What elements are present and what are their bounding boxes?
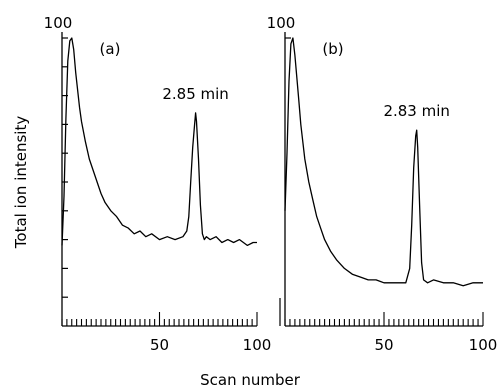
panel-a-y-top-label: 100 [44,14,73,32]
y-axis-title: Total ion intensity [12,116,30,250]
panel-b-x-tick-label: 100 [469,336,498,354]
panel-a-x-tick-label: 100 [243,336,272,354]
panel-b-label: (b) [322,40,343,58]
panel-a-x-tick-label: 50 [150,336,169,354]
panel-b-x-tick-label: 50 [374,336,393,354]
panel-b-trace-line [284,37,483,287]
panel-a-peak-annotation: 2.85 min [162,85,228,103]
panel-b-y-top-label: 100 [267,14,296,32]
x-axis-title: Scan number [200,371,301,389]
panel-b-peak-annotation: 2.83 min [383,102,449,120]
panel-a-trace-line [61,37,257,247]
panel-a-label: (a) [100,40,121,58]
